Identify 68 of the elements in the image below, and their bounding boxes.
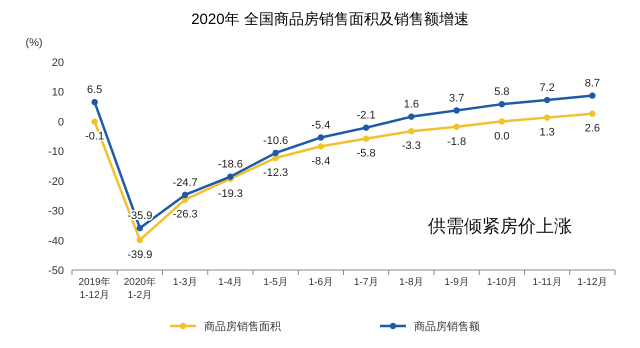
y-tick-label: -20 (48, 176, 64, 188)
x-tick-label: 2019年 1-12月 (78, 276, 111, 301)
y-tick-label: -30 (48, 206, 64, 218)
data-label: -24.7 (172, 176, 198, 189)
point (136, 224, 144, 232)
point (408, 113, 415, 120)
y-axis-title: (%) (25, 37, 43, 49)
data-label: 3.7 (448, 92, 464, 104)
x-tick-label: 1-10月 (486, 277, 517, 288)
data-label: -19.3 (218, 188, 243, 200)
point (91, 98, 98, 106)
data-label: 0.0 (494, 130, 510, 142)
data-label: -3.3 (402, 140, 421, 152)
x-tick-label: 1-11月 (532, 277, 562, 288)
legend-label: 商品房销售面积 (204, 320, 281, 333)
chart-title: 2020年 全国商品房销售面积及销售额增速 (191, 11, 469, 28)
point (136, 236, 144, 244)
x-tick-label: 1-5月 (263, 277, 288, 288)
x-tick-label: 1-9月 (444, 277, 469, 288)
y-tick-label: -50 (48, 265, 64, 277)
data-label: 5.8 (494, 86, 510, 98)
point (362, 124, 370, 131)
y-tick-label: 0 (58, 116, 64, 128)
point (362, 135, 370, 142)
annotation: 供需倾紧房价上涨 (428, 216, 572, 236)
point (589, 110, 596, 117)
y-tick-label: 10 (52, 86, 64, 99)
point (544, 114, 550, 121)
data-label: 1.3 (539, 126, 555, 139)
point (544, 96, 550, 104)
x-tick-label: 1-3月 (172, 277, 198, 288)
point (453, 124, 460, 130)
data-label: -5.8 (356, 148, 376, 160)
data-label: 8.7 (584, 78, 600, 90)
point (498, 100, 506, 108)
data-label: -8.4 (311, 155, 330, 168)
point (318, 143, 324, 150)
data-label: -12.3 (263, 166, 288, 179)
point (182, 192, 188, 198)
y-tick-label: -40 (48, 235, 64, 248)
data-label: 1.6 (404, 98, 420, 111)
y-tick-label: -10 (48, 146, 64, 158)
x-tick-label: 1-6月 (308, 277, 334, 288)
legend-label: 商品房销售额 (414, 320, 480, 333)
data-label: 2.6 (584, 122, 600, 135)
y-tick-label: 20 (52, 57, 64, 69)
point (227, 173, 234, 180)
point (589, 92, 596, 99)
data-label: -10.6 (263, 134, 288, 147)
x-tick-label: 1-8月 (399, 277, 424, 288)
data-label: -39.9 (127, 248, 152, 261)
data-label: -2.1 (356, 110, 376, 122)
data-label: -18.6 (218, 158, 243, 171)
data-label: 6.5 (86, 84, 102, 96)
point (318, 134, 324, 141)
point (91, 118, 98, 125)
data-label: -5.4 (311, 119, 330, 132)
data-label: 7.2 (539, 82, 555, 94)
data-label: -26.3 (172, 208, 198, 221)
point (453, 107, 460, 114)
x-tick-label: 1-4月 (218, 277, 243, 288)
x-tick-label: 1-7月 (354, 277, 378, 288)
point (272, 150, 279, 156)
x-tick-label: 1-12月 (577, 277, 608, 288)
x-tick-label: 2020年 1-2月 (124, 276, 156, 301)
point (498, 118, 506, 125)
data-label: -1.8 (447, 136, 466, 148)
point (408, 128, 415, 134)
